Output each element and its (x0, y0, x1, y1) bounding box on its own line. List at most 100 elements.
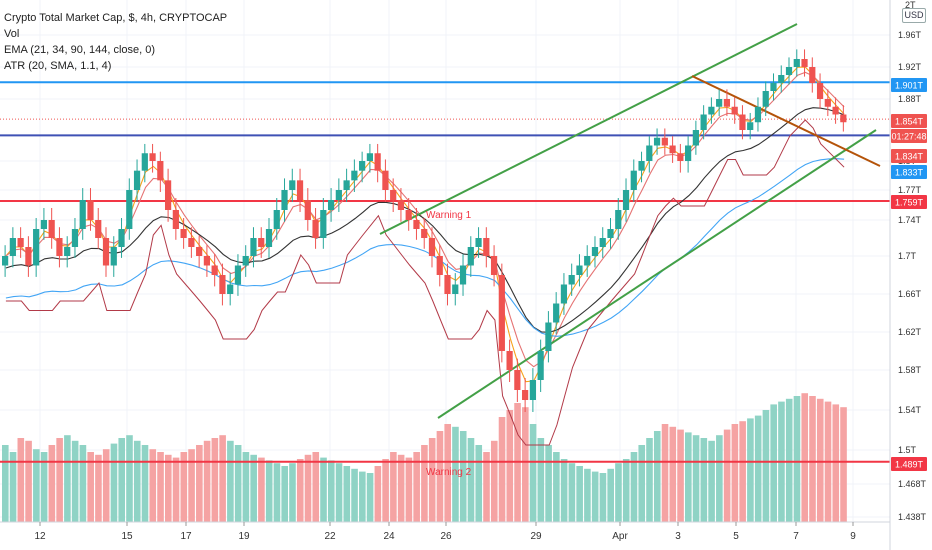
volume-bar (17, 438, 25, 522)
candle-body (483, 238, 490, 256)
candle-body (172, 210, 179, 229)
candle-body (25, 247, 32, 266)
volume-bar (95, 454, 102, 522)
price-tick-label: 1.54T (898, 405, 922, 415)
volume-bar (615, 463, 622, 522)
candle-body (281, 190, 288, 210)
volume-bar (413, 452, 420, 522)
volume-bar (343, 466, 351, 522)
volume-bar (359, 471, 366, 522)
candle-body (700, 114, 707, 130)
candle-body (762, 91, 769, 107)
candle-body (234, 265, 242, 285)
volume-bar (234, 445, 242, 522)
volume-bar (490, 440, 498, 522)
candle-body (273, 210, 280, 229)
volume-bar (118, 438, 126, 522)
volume-bar (110, 443, 118, 522)
volume-bar (428, 438, 436, 522)
price-label-box (891, 457, 927, 471)
candle-body (638, 161, 645, 171)
legend-ema[interactable]: EMA (21, 34, 90, 144, close, 0) (4, 44, 156, 56)
candle-body (413, 220, 420, 229)
volume-bar (646, 438, 653, 522)
volume-bar (568, 463, 576, 522)
candle-body (514, 370, 521, 390)
candle-body (475, 238, 482, 247)
price-label-box (891, 149, 927, 163)
volume-bar (483, 452, 490, 522)
time-tick-label: 12 (34, 531, 46, 542)
volume-bar (840, 407, 847, 522)
candle-body (816, 83, 824, 99)
volume-bars (2, 393, 847, 522)
candle-body (95, 220, 102, 238)
candle-body (428, 238, 436, 256)
volume-bar (211, 438, 219, 522)
volume-bar (172, 457, 180, 522)
price-tick-label: 1.74T (898, 215, 922, 225)
candle-body (685, 145, 692, 161)
volume-bar (770, 404, 777, 522)
volume-bar (459, 431, 467, 522)
candle-body (304, 200, 311, 220)
volume-bar (242, 452, 250, 522)
volume-bar (545, 445, 552, 522)
candle-body (133, 170, 141, 190)
ema-90-line (5, 107, 845, 333)
annotations: Warning 1 Warning 2 (426, 210, 472, 478)
candle-body (747, 122, 754, 130)
time-axis: 12 15 17 19 22 24 26 29 Apr 3 5 7 9 (0, 521, 890, 542)
volume-bar (250, 454, 257, 522)
candle-body (778, 75, 785, 83)
time-tick-label: Apr (612, 531, 628, 542)
volume-bar (397, 454, 405, 522)
legend-atr[interactable]: ATR (20, SMA, 1.1, 4) (4, 60, 112, 72)
volume-bar (421, 445, 428, 522)
ema-144-line (5, 158, 845, 337)
volume-bar (754, 415, 762, 522)
volume-bar (126, 435, 133, 522)
currency-button[interactable]: USD (902, 8, 926, 23)
time-tick-label: 7 (793, 531, 799, 542)
candle-body (327, 200, 335, 210)
volume-bar (227, 440, 234, 522)
candle-body (653, 137, 661, 146)
volume-bar (560, 459, 568, 522)
volume-bar (638, 445, 646, 522)
candle-body (102, 238, 110, 266)
candle-body (630, 170, 637, 190)
top-tick: 2T (905, 0, 916, 10)
legend-vol[interactable]: Vol (4, 28, 20, 40)
candle-body (646, 145, 653, 161)
volume-bar (522, 407, 529, 522)
ema-34-line (5, 71, 845, 368)
volume-bar (48, 445, 56, 522)
candle-body (545, 322, 552, 351)
volume-bar (452, 426, 459, 522)
volume-bar (335, 463, 343, 522)
candle-body (382, 170, 389, 190)
price-tick-label: 1.5T (898, 445, 917, 455)
volume-bar (576, 466, 583, 522)
channel-upper-line (379, 23, 798, 235)
candle-body (79, 200, 86, 229)
time-tick-label: 17 (180, 531, 192, 542)
candle-body (506, 351, 513, 370)
volume-bar (196, 445, 203, 522)
warning-label: Warning 1 (426, 210, 472, 221)
volume-bar (816, 398, 824, 522)
candle-body (785, 67, 793, 75)
candle-body (374, 153, 381, 171)
candle-body (312, 220, 319, 238)
candle-body (405, 210, 412, 220)
candle-body (188, 238, 195, 247)
candles (2, 49, 847, 412)
volume-bar (708, 440, 715, 522)
price-tick-label: 1.96T (898, 30, 922, 40)
price-tick-label: 1.438T (898, 512, 927, 522)
candle-body (832, 106, 839, 115)
volume-bar (584, 468, 591, 522)
time-tick-label: 22 (324, 531, 336, 542)
